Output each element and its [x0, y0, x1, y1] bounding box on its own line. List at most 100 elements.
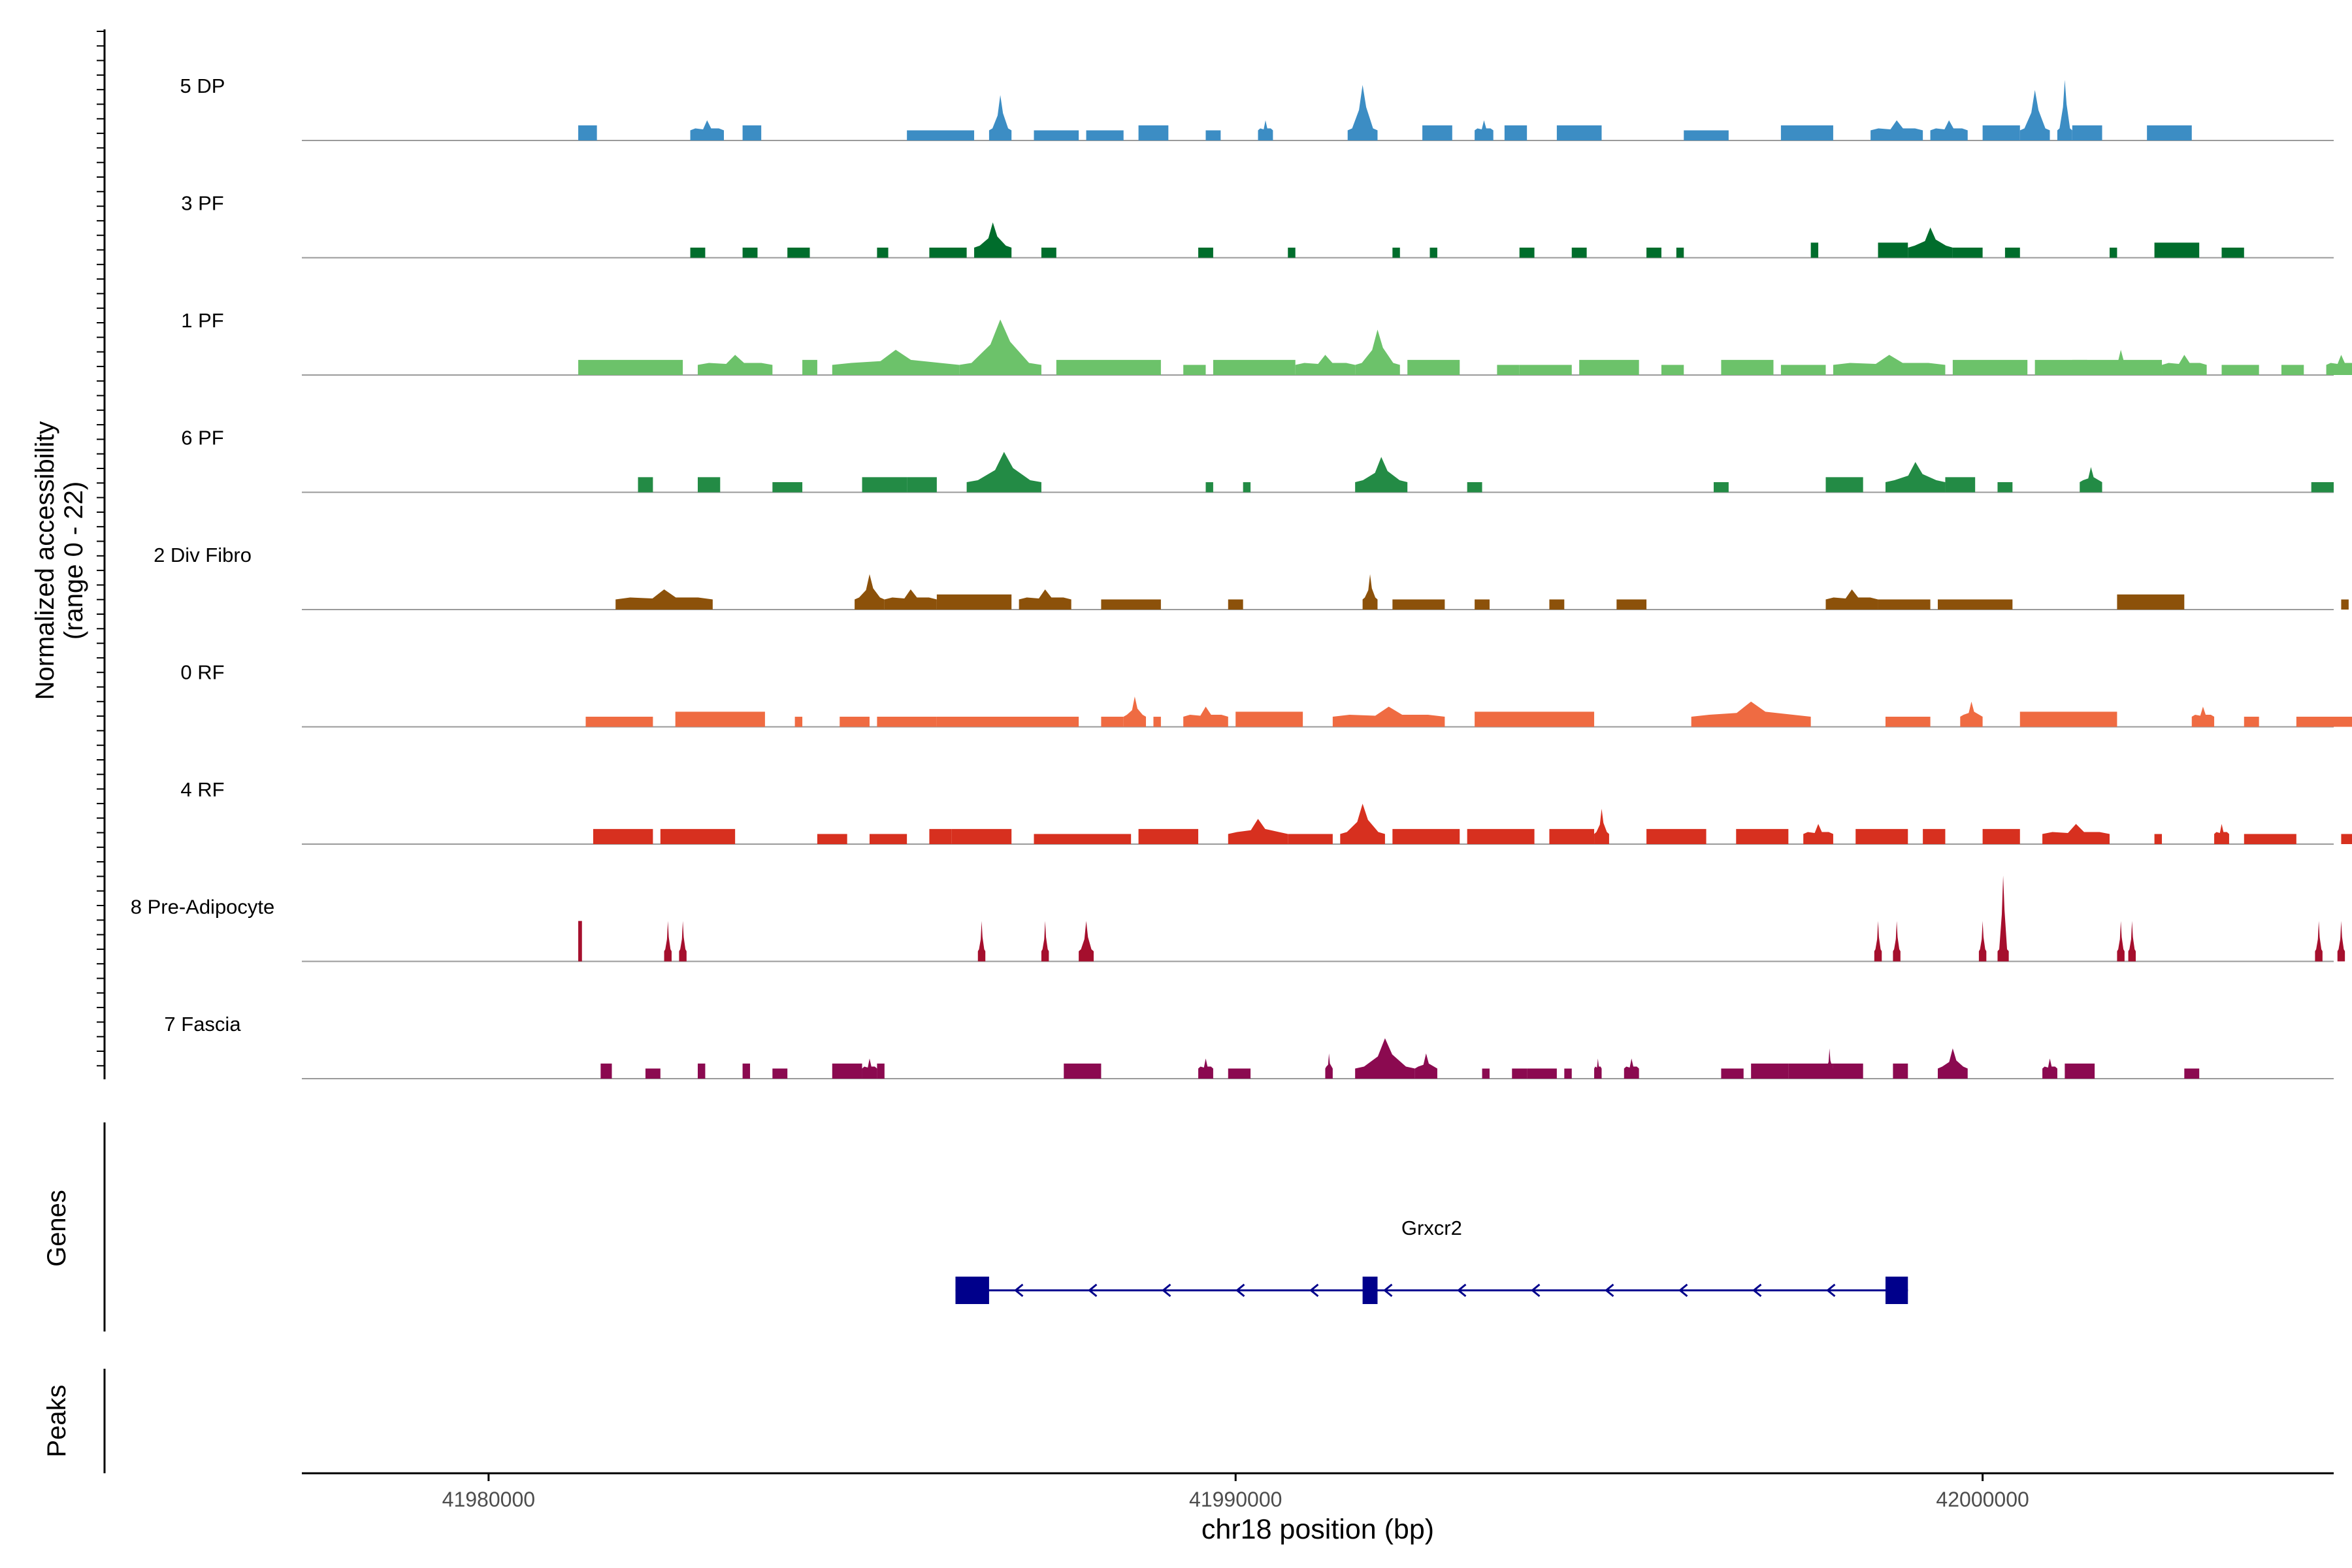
coverage-peak — [1079, 921, 1094, 962]
coverage-peak — [1497, 365, 1520, 375]
track-label: 6 PF — [181, 427, 223, 449]
coverage-peak — [1138, 125, 1169, 140]
coverage-peak — [1392, 599, 1445, 610]
coverage-peak — [1952, 248, 1983, 258]
coverage-peak — [578, 921, 582, 962]
coverage-peak — [742, 125, 762, 140]
x-tick-label: 42000000 — [1936, 1488, 2029, 1511]
strand-arrow-icon — [1678, 1283, 1688, 1298]
coverage-peak — [787, 248, 810, 258]
coverage-peak — [1429, 248, 1437, 258]
coverage-peak — [1198, 1058, 1213, 1079]
coverage-peak — [1825, 1048, 1833, 1079]
coverage-peak — [1392, 248, 1400, 258]
coverage-peak — [936, 594, 1012, 610]
coverage-peak — [1407, 359, 1460, 375]
coverage-peak — [1183, 365, 1206, 375]
coverage-peak — [1870, 120, 1923, 140]
strand-arrow-icon — [1826, 1283, 1836, 1298]
coverage-peak — [1228, 599, 1243, 610]
coverage-peak — [1392, 828, 1460, 844]
coverage-peak — [1034, 130, 1079, 140]
coverage-peak — [2311, 482, 2334, 493]
coverage-peak — [1978, 921, 1987, 962]
coverage-peak — [1616, 599, 1647, 610]
coverage-peak — [1997, 482, 2013, 493]
coverage-peak — [675, 711, 765, 727]
coverage-peak — [2184, 1068, 2200, 1079]
coverage-peak — [877, 717, 937, 727]
coverage-peak — [1923, 828, 1946, 844]
coverage-peak — [2019, 90, 2050, 140]
coverage-peak — [1646, 828, 1707, 844]
coverage-peak — [1512, 1068, 1527, 1079]
coverage-peak — [2065, 1063, 2095, 1079]
coverage-peak — [1362, 574, 1378, 610]
gene-exon — [1885, 1277, 1908, 1304]
coverage-peak — [2080, 466, 2102, 493]
coverage-peak — [936, 717, 1079, 727]
coverage-peak — [1982, 125, 2020, 140]
y-axis-label-line1: Normalized accessibility — [31, 421, 59, 700]
peaks-panel-label: Peaks — [42, 1384, 71, 1457]
coverage-peak — [1228, 819, 1288, 844]
coverage-peak — [1527, 1068, 1557, 1079]
coverage-peak — [2244, 717, 2259, 727]
coverage-peak — [1691, 701, 1811, 727]
coverage-peak — [1355, 457, 1408, 493]
strand-arrow-icon — [1162, 1283, 1171, 1298]
coverage-peak — [1594, 1058, 1602, 1079]
coverage-peak — [1952, 359, 2028, 375]
coverage-peak — [2244, 834, 2296, 844]
coverage-peak — [1564, 1068, 1572, 1079]
coverage-peak — [1893, 921, 1901, 962]
coverage-peak — [1205, 130, 1221, 140]
coverage-peak — [1878, 242, 1908, 258]
coverage-peak — [1780, 365, 1826, 375]
coverage-peak — [1355, 1038, 1415, 1079]
coverage-peak — [772, 482, 803, 493]
coverage-peak — [907, 477, 937, 493]
coverage-peak — [2057, 80, 2072, 140]
coverage-peak — [1893, 1063, 1908, 1079]
coverage-peak — [1833, 355, 1946, 375]
coverage-peak — [1019, 589, 1071, 610]
genes-panel: Genes Grxcr2 — [42, 1122, 1908, 1331]
coverage-peak — [697, 477, 721, 493]
coverage-peak — [690, 120, 725, 140]
track: 6 PF — [181, 427, 2334, 493]
coverage-peak — [1101, 717, 1124, 727]
coverage-peak — [1482, 1068, 1490, 1079]
track-label: 3 PF — [181, 192, 223, 215]
coverage-peak — [1205, 482, 1213, 493]
coverage-peak — [1982, 828, 2020, 844]
coverage-peak — [1340, 804, 1385, 844]
coverage-peak — [1153, 717, 1161, 727]
coverage-peak — [869, 834, 907, 844]
coverage-peak — [1571, 248, 1587, 258]
y-axis-label-line2: (range 0 - 22) — [59, 482, 88, 640]
track: 5 DP — [180, 74, 2334, 141]
gene-exon — [955, 1277, 989, 1304]
coverage-peak — [817, 834, 847, 844]
coverage-peak — [697, 355, 773, 375]
coverage-peak — [1041, 248, 1056, 258]
coverage-peak — [1885, 717, 1931, 727]
coverage-peak — [1938, 1048, 1968, 1079]
coverage-peak — [1519, 365, 1572, 375]
coverage-peak — [697, 1063, 706, 1079]
coverage-peak — [1878, 599, 1931, 610]
coverage-peak — [1713, 482, 1729, 493]
coverage-peak — [578, 359, 683, 375]
coverage-peak — [664, 921, 672, 962]
coverage-peak — [1475, 711, 1595, 727]
track-label: 7 Fascia — [164, 1013, 241, 1036]
x-axis-ticks: 41980000 41990000 42000000 — [442, 1473, 2029, 1511]
track: 8 Pre-Adipocyte — [131, 875, 2345, 962]
coverage-peak — [832, 350, 960, 375]
coverage-peak — [645, 1068, 661, 1079]
coverage-peak — [1355, 329, 1400, 375]
track-label: 8 Pre-Adipocyte — [131, 896, 275, 919]
coverage-peak — [2281, 365, 2304, 375]
